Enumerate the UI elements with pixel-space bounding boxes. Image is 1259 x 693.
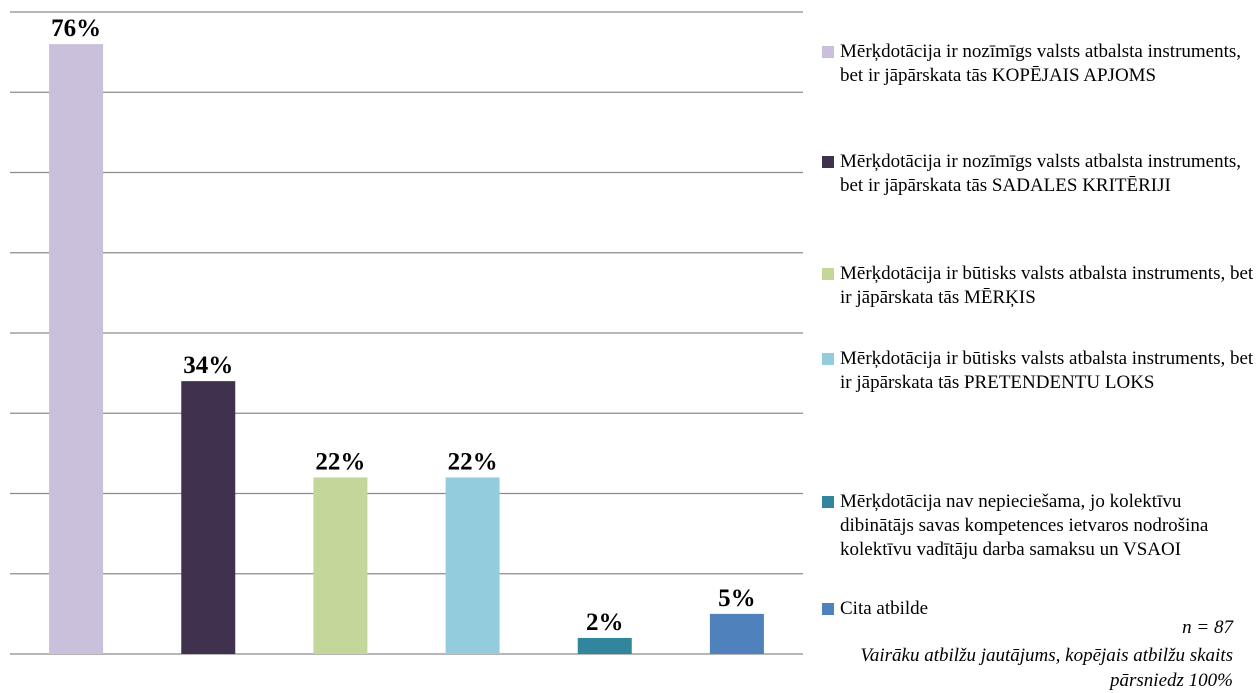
legend-label: Mērķdotācija ir būtisks valsts atbalsta … (840, 348, 1254, 393)
legend-entry: Mērķdotācija ir nozīmīgs valsts atbalsta… (822, 150, 1258, 198)
bar (445, 477, 500, 654)
legend-swatch (822, 603, 834, 615)
legend-label: Mērķdotācija ir nozīmīgs valsts atbalsta… (840, 41, 1242, 86)
legend-label: Mērķdotācija ir nozīmīgs valsts atbalsta… (840, 151, 1242, 196)
bar (577, 637, 632, 654)
bar (313, 477, 368, 654)
legend-label: Mērķdotācija nav nepieciešama, jo kolekt… (840, 491, 1209, 560)
legend-swatch (822, 156, 834, 168)
value-label: 5% (718, 585, 756, 612)
value-label: 76% (51, 15, 101, 42)
chart: 76% 34% 22% 22% 2% 5% (10, 11, 803, 655)
legend-swatch (822, 353, 834, 365)
legend-entry: Cita atbilde (822, 597, 1258, 621)
legend-entry: Mērķdotācija ir būtisks valsts atbalsta … (822, 262, 1258, 310)
bar (181, 381, 236, 654)
value-label: 2% (586, 609, 624, 636)
bar (709, 613, 764, 654)
legend-swatch (822, 496, 834, 508)
sample-size: n = 87 (1182, 617, 1233, 638)
value-label: 22% (448, 448, 498, 475)
value-label: 22% (315, 448, 365, 475)
legend-swatch (822, 46, 834, 58)
value-label: 34% (183, 352, 233, 379)
footnote: Vairāku atbilžu jautājums, kopējais atbi… (860, 645, 1233, 691)
bar (49, 44, 104, 655)
legend-swatch (822, 268, 834, 280)
legend-label: Mērķdotācija ir būtisks valsts atbalsta … (840, 263, 1254, 308)
legend-entry: Mērķdotācija ir nozīmīgs valsts atbalsta… (822, 40, 1258, 88)
legend-entry: Mērķdotācija nav nepieciešama, jo kolekt… (822, 490, 1258, 562)
legend-label: Cita atbilde (840, 598, 929, 619)
legend-entry: Mērķdotācija ir būtisks valsts atbalsta … (822, 347, 1258, 395)
